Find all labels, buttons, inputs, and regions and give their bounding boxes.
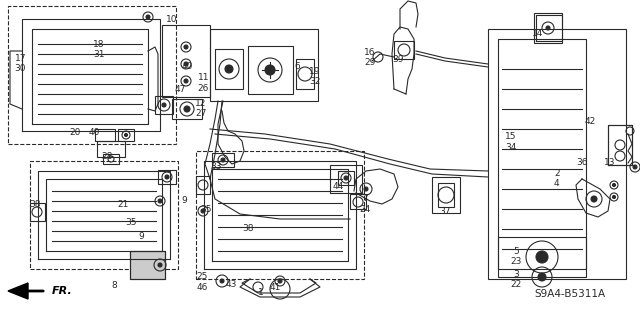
- Circle shape: [162, 103, 166, 107]
- Circle shape: [165, 175, 169, 179]
- Text: 12
27: 12 27: [195, 99, 207, 118]
- Bar: [196, 176, 210, 194]
- Text: 7
24: 7 24: [359, 195, 371, 214]
- Bar: [338, 171, 354, 185]
- Bar: [118, 129, 134, 141]
- Circle shape: [158, 263, 162, 267]
- Circle shape: [633, 165, 637, 169]
- Text: 36: 36: [577, 158, 588, 167]
- Text: 16
29: 16 29: [364, 48, 376, 67]
- Text: 20: 20: [70, 128, 81, 137]
- Bar: [30, 161, 178, 269]
- Polygon shape: [8, 283, 28, 299]
- Text: 21: 21: [117, 200, 129, 209]
- Bar: [212, 153, 234, 167]
- Circle shape: [125, 133, 127, 137]
- Text: 33: 33: [211, 162, 222, 171]
- Bar: [172, 99, 202, 119]
- Circle shape: [184, 62, 188, 66]
- Bar: [438, 183, 454, 207]
- Text: 2
4: 2 4: [554, 169, 559, 188]
- Text: 14: 14: [532, 29, 543, 38]
- Text: 38: 38: [29, 200, 41, 209]
- Text: 35: 35: [125, 218, 137, 227]
- Circle shape: [265, 65, 275, 75]
- Text: 25
46: 25 46: [196, 272, 208, 292]
- Bar: [103, 154, 119, 164]
- Text: FR.: FR.: [52, 286, 73, 296]
- Circle shape: [221, 158, 225, 162]
- Bar: [432, 177, 460, 213]
- Circle shape: [146, 15, 150, 19]
- Text: 47: 47: [175, 85, 186, 94]
- Text: 37: 37: [440, 207, 451, 216]
- Bar: [498, 39, 586, 269]
- Text: 17
30: 17 30: [15, 54, 26, 73]
- Circle shape: [591, 196, 597, 202]
- Text: 40: 40: [181, 63, 193, 71]
- Bar: [248, 46, 293, 94]
- Circle shape: [612, 183, 616, 187]
- Text: 9: 9: [182, 197, 187, 205]
- Text: 43: 43: [226, 280, 237, 289]
- Bar: [158, 170, 176, 184]
- Circle shape: [364, 187, 368, 191]
- Bar: [488, 29, 626, 279]
- Circle shape: [201, 209, 205, 213]
- Bar: [196, 151, 364, 279]
- Circle shape: [225, 65, 233, 73]
- Text: 9: 9: [138, 232, 143, 241]
- Text: 42: 42: [584, 117, 596, 126]
- Circle shape: [612, 196, 616, 198]
- Circle shape: [158, 199, 162, 203]
- Bar: [394, 41, 414, 59]
- Circle shape: [184, 106, 190, 112]
- Bar: [8, 6, 176, 144]
- Bar: [608, 125, 632, 165]
- Circle shape: [536, 251, 548, 263]
- Text: 41: 41: [269, 283, 281, 292]
- Text: 6: 6: [294, 63, 300, 71]
- Text: 19
32: 19 32: [309, 67, 321, 86]
- Bar: [162, 25, 210, 97]
- Text: S9A4-B5311A: S9A4-B5311A: [534, 289, 605, 299]
- Text: 40: 40: [89, 128, 100, 137]
- Circle shape: [278, 279, 282, 283]
- Bar: [210, 29, 318, 101]
- Circle shape: [184, 45, 188, 49]
- Circle shape: [220, 279, 224, 283]
- Text: 8: 8: [111, 281, 116, 290]
- Bar: [130, 251, 165, 279]
- Circle shape: [538, 273, 546, 281]
- Text: 38: 38: [243, 224, 254, 233]
- Text: 35: 35: [200, 205, 212, 214]
- Bar: [330, 165, 362, 193]
- Bar: [95, 129, 115, 141]
- Bar: [97, 141, 125, 157]
- Bar: [350, 194, 366, 209]
- Bar: [534, 13, 562, 43]
- Circle shape: [184, 79, 188, 83]
- Bar: [130, 251, 165, 279]
- Text: 1: 1: [259, 288, 264, 297]
- Bar: [296, 59, 314, 89]
- Circle shape: [546, 26, 550, 30]
- Text: 11
26: 11 26: [198, 73, 209, 93]
- Bar: [498, 237, 586, 277]
- Text: 44: 44: [332, 182, 344, 191]
- Bar: [215, 49, 243, 89]
- Text: 39: 39: [392, 56, 404, 64]
- Circle shape: [344, 176, 348, 180]
- Text: 10: 10: [166, 15, 177, 24]
- Text: 13: 13: [604, 158, 615, 167]
- Bar: [30, 203, 45, 221]
- Text: 3
22: 3 22: [510, 270, 522, 289]
- Text: 28: 28: [102, 152, 113, 161]
- Bar: [155, 96, 173, 114]
- Text: 18
31: 18 31: [93, 40, 105, 59]
- Text: 15
34: 15 34: [505, 132, 516, 152]
- Text: 5
23: 5 23: [510, 247, 522, 266]
